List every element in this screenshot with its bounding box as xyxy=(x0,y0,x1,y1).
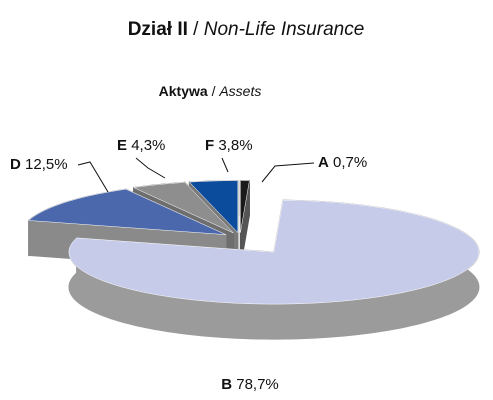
slice-label: B 78,7% xyxy=(221,376,279,393)
slice-label-value: 12,5% xyxy=(25,156,68,173)
subtitle-main: Aktywa xyxy=(159,83,208,99)
subtitle-separator: / xyxy=(212,83,216,99)
slice xyxy=(68,199,480,305)
slice-label-value: 4,3% xyxy=(131,137,165,154)
slice-label-value: 78,7% xyxy=(236,376,279,393)
slice xyxy=(132,182,234,234)
slice-label-category: D xyxy=(10,156,21,173)
leader-line xyxy=(77,161,109,193)
title-sub: Non-Life Insurance xyxy=(204,19,365,40)
slice-label-category: E xyxy=(117,137,127,154)
slice xyxy=(188,180,239,234)
slice-label: E 4,3% xyxy=(117,137,165,154)
slice-label: F 3,8% xyxy=(205,137,253,154)
slice-label-value: 3,8% xyxy=(218,137,252,154)
slice-label: A 0,7% xyxy=(318,154,367,171)
chart-title: Dział II / Non-Life Insurance xyxy=(128,19,365,40)
subtitle-sub: Assets xyxy=(218,83,261,99)
leader-line xyxy=(261,162,315,183)
leader-line xyxy=(221,157,229,173)
title-main: Dział II xyxy=(128,19,188,40)
slice-label-value: 0,7% xyxy=(333,154,367,171)
leader-line xyxy=(135,157,166,179)
slice-tops xyxy=(28,180,480,305)
chart-subtitle: Aktywa / Assets xyxy=(159,83,262,99)
slice xyxy=(28,188,226,235)
slice-label: D 12,5% xyxy=(10,156,68,173)
slice-label-category: A xyxy=(318,154,329,171)
slice-label-category: B xyxy=(221,376,232,393)
slice-label-category: F xyxy=(205,137,214,154)
slice xyxy=(240,180,250,233)
title-separator: / xyxy=(193,19,199,40)
